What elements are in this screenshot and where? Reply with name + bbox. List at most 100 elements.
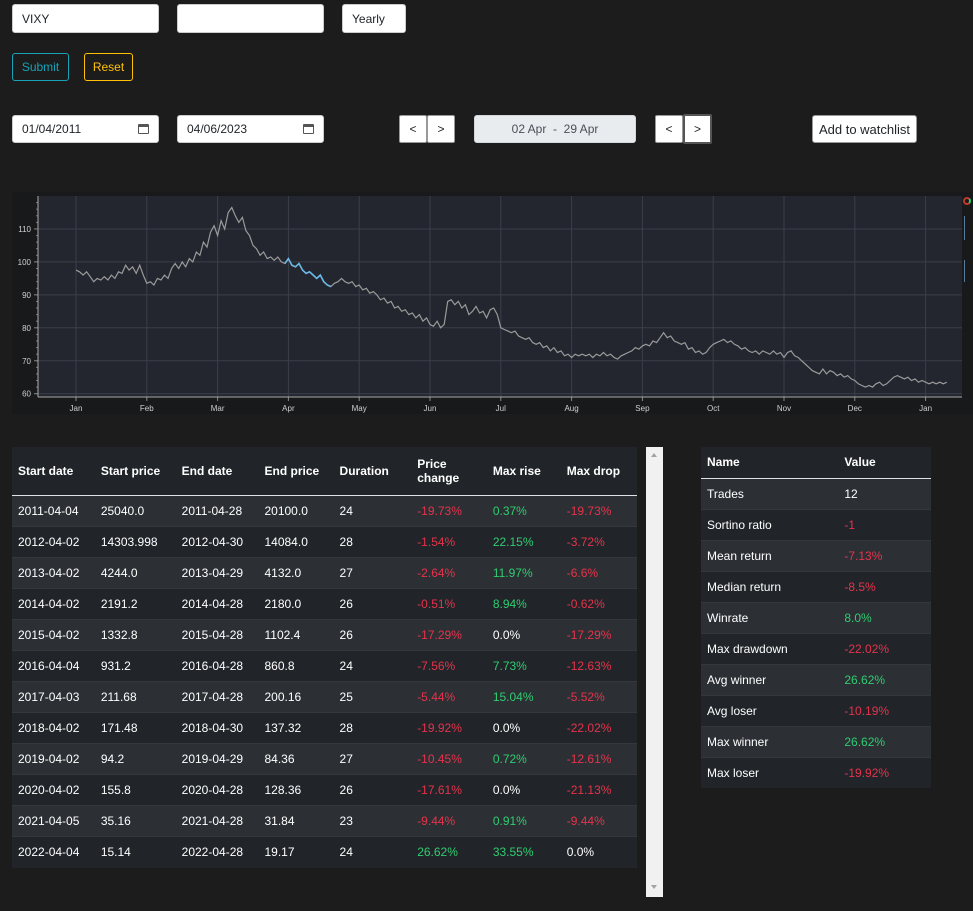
trade-cell: -10.45% — [411, 742, 487, 774]
trade-cell: 25 — [333, 680, 412, 712]
trade-cell: 2191.2 — [94, 587, 176, 619]
stats-row: Sortino ratio -1 — [701, 508, 931, 540]
trades-col-header[interactable]: Max rise — [486, 447, 561, 496]
price-series-line — [75, 206, 948, 388]
symbol-input[interactable]: VIXY — [12, 4, 159, 33]
calendar-icon[interactable] — [303, 124, 314, 134]
trade-cell: 211.68 — [94, 680, 176, 712]
trades-col-header[interactable]: End date — [175, 447, 259, 496]
trade-cell: 128.36 — [258, 773, 334, 805]
stats-value-cell: 26.62% — [838, 725, 931, 757]
trades-col-header[interactable]: Start price — [94, 447, 176, 496]
stats-value-cell: 12 — [838, 477, 931, 509]
prev-year-button[interactable]: < — [399, 115, 427, 143]
trade-cell: 26 — [333, 587, 412, 619]
start-date-input[interactable]: 01/04/2011 — [12, 115, 159, 143]
trade-row[interactable]: 2015-04-02 1332.8 2015-04-28 1102.4 26 -17.29… — [12, 618, 637, 650]
trade-cell: -7.56% — [411, 649, 487, 681]
trade-row[interactable]: 2012-04-02 14303.998 2012-04-30 14084.0 28 -1… — [12, 525, 637, 557]
end-date-input[interactable]: 04/06/2023 — [177, 115, 324, 143]
price-chart[interactable]: 110 100 90 80 70 60 Jan Feb Mar Apr May Jun Jul Aug Se… — [12, 192, 963, 414]
second-input[interactable] — [177, 4, 324, 33]
chart-toolbar[interactable] — [962, 192, 973, 414]
trade-cell: 7.73% — [486, 649, 561, 681]
trades-col-header[interactable]: Price change — [411, 447, 487, 496]
trade-cell: 137.32 — [258, 711, 334, 743]
highlighted-period-line — [284, 257, 332, 288]
x-tick-label: Jun — [424, 404, 437, 413]
x-tick-label: Oct — [707, 404, 720, 413]
stats-value-cell: 8.0% — [838, 601, 931, 633]
symbol-input-value: VIXY — [22, 11, 50, 26]
reset-button[interactable]: Reset — [84, 53, 133, 81]
y-tick-label: 60 — [22, 390, 31, 399]
trade-row[interactable]: 2016-04-04 931.2 2016-04-28 860.8 24 -7.56% 7.… — [12, 649, 637, 681]
trade-cell: 26 — [333, 773, 412, 805]
trade-cell: 2021-04-28 — [175, 804, 259, 836]
trade-cell: 33.55% — [486, 835, 561, 867]
trade-cell: 931.2 — [94, 649, 176, 681]
stats-value-cell: -8.5% — [838, 570, 931, 602]
trade-row[interactable]: 2018-04-02 171.48 2018-04-30 137.32 28 -19.92… — [12, 711, 637, 743]
add-to-watchlist-button[interactable]: Add to watchlist — [812, 115, 917, 143]
trades-col-header[interactable]: End price — [258, 447, 334, 496]
x-tick-label: Nov — [777, 404, 791, 413]
stats-row: Median return -8.5% — [701, 570, 931, 602]
trade-cell: 2015-04-02 — [12, 618, 95, 650]
trade-row[interactable]: 2013-04-02 4244.0 2013-04-29 4132.0 27 -2.64%… — [12, 556, 637, 588]
trade-cell: -12.61% — [560, 742, 637, 774]
trades-table: Start date Start price End date End price Du… — [12, 447, 637, 867]
trade-cell: -19.73% — [560, 494, 637, 526]
trade-cell: 22.15% — [486, 525, 561, 557]
trade-cell: 2012-04-02 — [12, 525, 95, 557]
trade-cell: 14084.0 — [258, 525, 334, 557]
next-year-button[interactable]: > — [427, 115, 455, 143]
trade-row[interactable]: 2017-04-03 211.68 2017-04-28 200.16 25 -5.44%… — [12, 680, 637, 712]
trade-row[interactable]: 2022-04-04 15.14 2022-04-28 19.17 24 26.62% 33… — [12, 835, 637, 867]
trades-header-row: Start date Start price End date End price Du… — [12, 447, 637, 496]
trade-cell: 1332.8 — [94, 618, 176, 650]
end-date-value: 04/06/2023 — [187, 122, 248, 136]
stats-col-header[interactable]: Value — [838, 447, 931, 479]
stats-col-header[interactable]: Name — [701, 447, 839, 479]
trade-cell: 4132.0 — [258, 556, 334, 588]
trade-cell: 860.8 — [258, 649, 334, 681]
trade-cell: 26.62% — [411, 835, 487, 867]
calendar-icon[interactable] — [138, 124, 149, 134]
trade-cell: -2.64% — [411, 556, 487, 588]
trades-col-header[interactable]: Start date — [12, 447, 95, 496]
scroll-up-icon[interactable] — [651, 453, 657, 457]
trade-row[interactable]: 2021-04-05 35.16 2021-04-28 31.84 23 -9.44% 0.… — [12, 804, 637, 836]
trade-cell: 2013-04-29 — [175, 556, 259, 588]
trade-cell: 0.0% — [486, 711, 561, 743]
period-select[interactable]: Yearly — [342, 4, 406, 33]
price-chart-svg[interactable]: 110 100 90 80 70 60 Jan Feb Mar Apr May Jun Jul Aug Se… — [12, 192, 963, 414]
next-period-button[interactable]: > — [683, 114, 712, 144]
trade-cell: 2014-04-02 — [12, 587, 95, 619]
trade-row[interactable]: 2011-04-04 25040.0 2011-04-28 20100.0 24 -19.… — [12, 494, 637, 526]
trade-cell: -0.51% — [411, 587, 487, 619]
trade-cell: 84.36 — [258, 742, 334, 774]
prev-period-button[interactable]: < — [655, 115, 683, 143]
trade-cell: -21.13% — [560, 773, 637, 805]
table-scrollbar[interactable] — [646, 447, 663, 897]
submit-button[interactable]: Submit — [12, 53, 69, 81]
trade-cell: 35.16 — [94, 804, 176, 836]
stats-name-cell: Mean return — [701, 539, 839, 571]
trade-row[interactable]: 2014-04-02 2191.2 2014-04-28 2180.0 26 -0.51%… — [12, 587, 637, 619]
bokeh-logo-icon — [963, 197, 971, 205]
trades-col-header[interactable]: Duration — [333, 447, 412, 496]
trade-cell: -9.44% — [560, 804, 637, 836]
date-range-display: 02 Apr - 29 Apr — [474, 115, 636, 143]
trade-cell: -17.29% — [411, 618, 487, 650]
y-tick-label: 90 — [22, 291, 31, 300]
trades-col-header[interactable]: Max drop — [560, 447, 637, 496]
zoom-tool-icon[interactable] — [964, 260, 965, 282]
x-tick-label: Sep — [635, 404, 650, 413]
trade-cell: 2021-04-05 — [12, 804, 95, 836]
pan-tool-icon[interactable] — [964, 216, 965, 240]
stats-name-cell: Sortino ratio — [701, 508, 839, 540]
trade-row[interactable]: 2019-04-02 94.2 2019-04-29 84.36 27 -10.45% 0.… — [12, 742, 637, 774]
trade-row[interactable]: 2020-04-02 155.8 2020-04-28 128.36 26 -17.61%… — [12, 773, 637, 805]
scroll-down-icon[interactable] — [651, 885, 657, 889]
